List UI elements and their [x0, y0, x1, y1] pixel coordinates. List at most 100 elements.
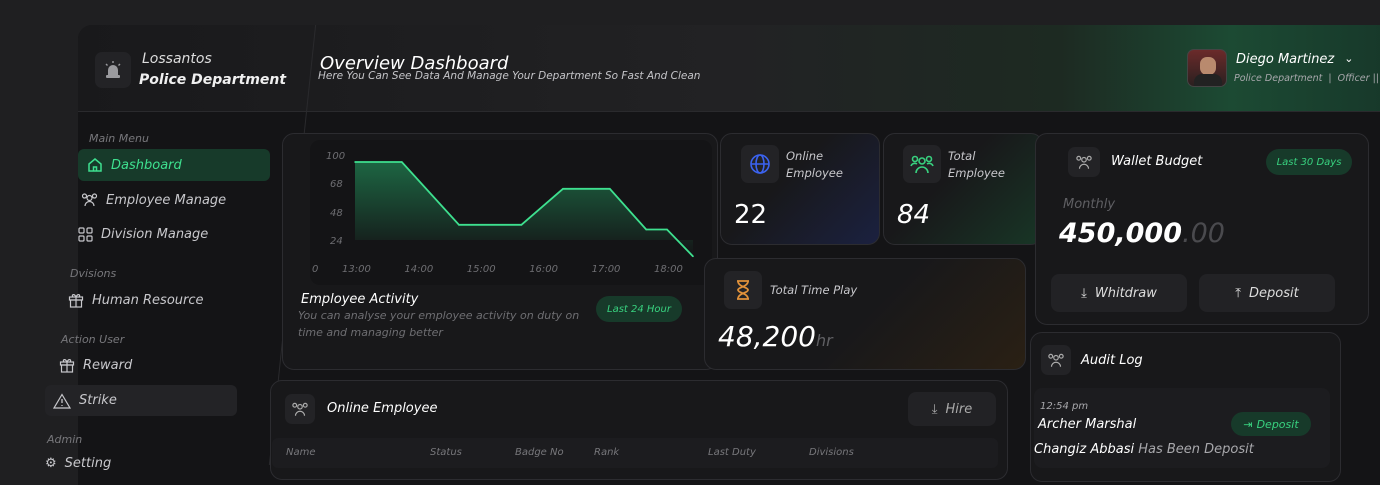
deposit-button[interactable]: ⤒ Deposit: [1199, 274, 1335, 312]
download-icon: ⤓: [1081, 285, 1087, 301]
withdraw-button[interactable]: ⤓ Whitdraw: [1051, 274, 1187, 312]
x-tick-label: 17:00: [592, 264, 621, 275]
logout-icon: ⇥: [1243, 417, 1253, 431]
activity-point: [354, 161, 356, 163]
section-divisions: Dvisions: [70, 267, 117, 280]
column-header-last-duty[interactable]: Last Duty: [708, 447, 756, 458]
label-line: Online: [786, 149, 824, 163]
user-menu[interactable]: Diego Martinez ⌄: [1236, 52, 1353, 67]
activity-point: [645, 228, 647, 231]
audit-actor: Changiz Abbasi: [1034, 442, 1135, 457]
label-line: Total: [948, 149, 976, 163]
x-tick-label: 13:00: [342, 264, 371, 275]
x-tick-label: 18:00: [654, 264, 683, 275]
upload-icon: ⤒: [1235, 285, 1242, 301]
online-table-title: Online Employee: [327, 401, 438, 416]
wallet-period: Monthly: [1063, 197, 1116, 212]
sidebar-item-label: Strike: [79, 393, 117, 408]
x-tick-label: 14:00: [404, 264, 433, 275]
activity-point: [609, 188, 611, 190]
users-icon: [1068, 147, 1100, 177]
users-icon: [285, 394, 315, 424]
sidebar-item-strike[interactable]: Strike: [45, 385, 237, 416]
total-time-value: 48,200: [718, 320, 816, 353]
total-time-value-group: 48,200 hr: [718, 320, 833, 353]
siren-icon: [95, 52, 131, 88]
audit-action-badge: ⇥ Deposit: [1231, 412, 1311, 436]
download-icon: ⤓: [931, 401, 938, 417]
sidebar-item-label: Division Manage: [101, 227, 209, 242]
section-main-menu: Main Menu: [89, 132, 149, 145]
user-department: Police Department: [1234, 73, 1323, 84]
label-line: Employee: [948, 166, 1005, 180]
audit-name: Archer Marshal: [1038, 417, 1137, 432]
activity-range-badge[interactable]: Last 24 Hour: [596, 296, 682, 322]
audit-title: Audit Log: [1081, 353, 1143, 368]
home-icon: [88, 158, 102, 172]
activity-point: [520, 224, 523, 226]
column-header-badge[interactable]: Badge No: [515, 447, 564, 458]
activity-point: [692, 255, 694, 258]
activity-description: You can analyse your employee activity o…: [298, 309, 580, 339]
audit-time: 12:54 pm: [1040, 401, 1089, 412]
user-rank: Officer ||: [1337, 73, 1379, 84]
users-icon: [903, 145, 941, 183]
column-header-status[interactable]: Status: [430, 447, 462, 458]
total-employee-label: Total Employee: [948, 148, 1005, 182]
globe-icon: [741, 145, 779, 183]
wallet-decimals: .00: [1181, 218, 1225, 249]
activity-point: [458, 224, 460, 226]
sidebar-item-reward[interactable]: Reward: [59, 357, 132, 373]
audit-message: Changiz Abbasi Has Been Deposit: [1034, 442, 1254, 457]
y-tick-label: 24: [330, 236, 343, 247]
table-header-row: [272, 438, 998, 468]
total-time-unit: hr: [815, 331, 833, 350]
y-tick-label: 68: [330, 179, 343, 190]
activity-area: [355, 162, 693, 257]
label-line: Employee: [786, 166, 843, 180]
user-separator: |: [1328, 73, 1332, 84]
user-meta: Police Department | Officer ||: [1234, 73, 1379, 84]
wallet-title: Wallet Budget: [1111, 154, 1203, 169]
user-name: Diego Martinez: [1236, 52, 1335, 67]
column-header-divisions[interactable]: Divisions: [809, 447, 854, 458]
total-time-label: Total Time Play: [770, 283, 858, 297]
wallet-amount: 450,000: [1059, 218, 1182, 249]
sidebar-item-label: Dashboard: [111, 157, 182, 173]
section-action-user: Action User: [61, 333, 125, 346]
hire-button[interactable]: ⤓ Hire: [908, 392, 996, 426]
withdraw-label: Whitdraw: [1094, 285, 1157, 301]
users-icon: [1041, 345, 1071, 375]
activity-chart-svg: 100 68 48 24 0 13:00 14:00 15:00 16:00 17:00 18:00: [312, 151, 694, 275]
x-tick-label: 16:00: [529, 264, 558, 275]
sidebar-item-dashboard[interactable]: Dashboard: [78, 149, 270, 181]
gift-icon: [68, 294, 84, 308]
sidebar-item-human-resource[interactable]: Human Resource: [68, 292, 204, 308]
users-icon: [81, 193, 98, 207]
activity-title: Employee Activity: [301, 292, 419, 307]
section-admin: Admin: [47, 433, 83, 446]
deposit-label: Deposit: [1249, 285, 1299, 301]
activity-point: [401, 161, 403, 163]
sidebar-item-division-manage[interactable]: Division Manage: [78, 227, 208, 242]
grid-icon: [78, 227, 93, 242]
gift-icon: [59, 359, 75, 373]
y-tick-label: 48: [330, 208, 343, 219]
hire-label: Hire: [945, 401, 973, 417]
column-header-rank[interactable]: Rank: [594, 447, 620, 458]
y-tick-label: 0: [312, 264, 318, 275]
online-employee-value: 22: [734, 200, 768, 230]
brand-line2: Police Department: [139, 72, 287, 88]
total-employee-value: 84: [897, 200, 931, 230]
page-title: Overview Dashboard: [320, 53, 509, 74]
wallet-range-badge[interactable]: Last 30 Days: [1266, 149, 1352, 175]
column-header-name[interactable]: Name: [286, 447, 316, 458]
hourglass-icon: [724, 271, 762, 309]
avatar[interactable]: [1187, 49, 1227, 87]
wallet-amount-group: 450,000 .00: [1059, 218, 1225, 249]
sidebar-item-label: Reward: [83, 357, 133, 373]
chevron-down-icon: ⌄: [1344, 52, 1354, 65]
sidebar-item-employee-manage[interactable]: Employee Manage: [81, 192, 226, 208]
sidebar-item-label: Human Resource: [92, 292, 204, 308]
audit-action: Deposit: [1256, 417, 1299, 431]
